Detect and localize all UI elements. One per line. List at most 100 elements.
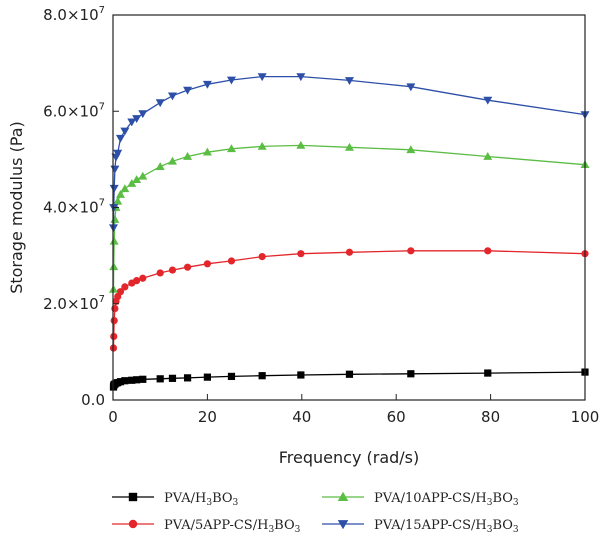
data-point — [203, 260, 211, 268]
data-point — [110, 316, 118, 325]
data-point — [227, 257, 236, 265]
data-point — [183, 374, 192, 382]
data-point — [226, 144, 236, 153]
x-tick-label: 0 — [108, 408, 118, 426]
x-tick-label: 80 — [481, 408, 500, 426]
legend-marker — [128, 519, 138, 529]
data-point — [297, 371, 305, 379]
data-point — [127, 118, 137, 127]
plot-area — [108, 73, 590, 391]
data-point — [183, 263, 192, 271]
data-point — [132, 175, 142, 183]
data-point — [115, 190, 125, 198]
data-point — [138, 110, 148, 119]
data-point — [109, 184, 119, 193]
legend: PVA/H3BO3 PVA/10APP-CS/H3BO3 PVA/5APP-CS/H… — [112, 491, 519, 535]
data-point — [203, 373, 211, 381]
data-point — [257, 141, 267, 150]
x-axis-title: Frequency (rad/s) — [279, 448, 420, 467]
data-point — [116, 288, 125, 296]
legend-label: PVA/5APP-CS/H3BO3 — [164, 518, 301, 535]
data-point — [296, 140, 306, 149]
data-point — [406, 145, 416, 154]
legend-label: PVA/H3BO3 — [164, 491, 239, 508]
data-point — [296, 73, 306, 82]
data-point — [407, 370, 415, 378]
legend-label: PVA/10APP-CS/H3BO3 — [374, 491, 519, 508]
data-point — [167, 156, 177, 165]
y-axis: 0.0 2.0×107 4.0×107 6.0×107 8.0×107 — [43, 5, 119, 409]
x-tick-label: 60 — [387, 408, 406, 426]
data-point — [484, 369, 492, 377]
data-point — [109, 204, 119, 212]
data-point — [258, 252, 266, 261]
legend-item: PVA/15APP-CS/H3BO3 — [322, 518, 519, 535]
data-point — [110, 165, 120, 174]
y-tick-label: 2.0×107 — [43, 294, 105, 313]
data-point — [120, 184, 130, 193]
data-point — [109, 262, 119, 271]
data-point — [139, 274, 147, 282]
series-3 — [108, 140, 590, 293]
data-point — [156, 375, 164, 383]
data-point — [133, 376, 141, 384]
data-point — [132, 115, 142, 123]
legend-item: PVA/10APP-CS/H3BO3 — [322, 491, 519, 508]
data-point — [483, 151, 493, 160]
data-point — [113, 149, 123, 158]
data-point — [120, 127, 130, 136]
data-point — [110, 332, 118, 341]
data-point — [113, 196, 123, 205]
data-point — [483, 96, 493, 105]
series-2 — [109, 247, 589, 352]
data-point — [110, 215, 120, 223]
y-tick-label: 8.0×107 — [43, 5, 105, 24]
series-4 — [108, 73, 590, 233]
x-axis: 0 20 40 60 80 100 — [108, 394, 599, 426]
data-point — [484, 247, 492, 255]
y-tick-label: 4.0×107 — [43, 198, 105, 217]
data-point — [345, 370, 354, 378]
data-point — [183, 86, 193, 95]
data-point — [121, 283, 129, 291]
data-point — [116, 378, 125, 386]
data-point — [121, 377, 129, 385]
data-point — [257, 73, 267, 82]
data-point — [407, 247, 415, 255]
series-line — [112, 75, 586, 228]
data-point — [111, 304, 119, 313]
data-point — [202, 80, 212, 89]
legend-marker — [337, 520, 349, 530]
data-point — [155, 99, 165, 108]
data-point — [127, 178, 137, 187]
data-point — [258, 372, 266, 380]
data-point — [115, 134, 125, 143]
y-tick-label: 0.0 — [81, 391, 105, 409]
data-point — [139, 375, 147, 383]
data-point — [183, 151, 193, 160]
legend-item: PVA/H3BO3 — [112, 491, 239, 508]
legend-item: PVA/5APP-CS/H3BO3 — [112, 518, 301, 535]
y-axis-title: Storage modulus (Pa) — [7, 121, 26, 294]
data-point — [138, 171, 148, 180]
data-point — [297, 250, 305, 258]
data-point — [156, 269, 164, 277]
x-tick-label: 100 — [571, 408, 600, 426]
data-point — [167, 92, 177, 101]
legend-label: PVA/15APP-CS/H3BO3 — [374, 518, 519, 535]
data-point — [227, 372, 236, 381]
data-point — [202, 147, 212, 156]
y-tick-label: 6.0×107 — [43, 101, 105, 120]
series-line — [112, 250, 586, 349]
series-line — [112, 144, 586, 290]
data-point — [168, 374, 177, 382]
legend-marker — [337, 491, 349, 501]
series-1 — [109, 368, 589, 391]
data-point — [155, 162, 165, 170]
plot-frame — [112, 14, 586, 401]
data-point — [344, 142, 354, 151]
data-point — [133, 277, 141, 285]
data-point — [168, 266, 177, 274]
